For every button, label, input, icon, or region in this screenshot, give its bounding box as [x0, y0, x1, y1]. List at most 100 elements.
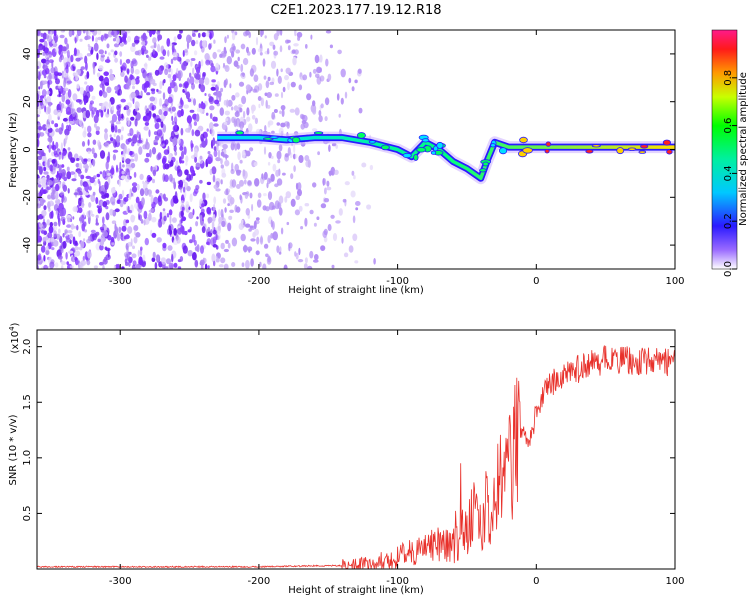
noise-blob: [85, 61, 88, 71]
noise-blob: [255, 37, 259, 46]
noise-blob: [54, 226, 58, 231]
noise-blob: [185, 58, 191, 63]
noise-blob: [98, 141, 102, 151]
noise-blob: [152, 37, 157, 44]
noise-blob: [206, 181, 212, 186]
noise-blob: [120, 134, 124, 141]
noise-blob: [266, 92, 273, 98]
noise-blob: [224, 36, 227, 44]
noise-blob: [169, 77, 172, 83]
noise-blob: [209, 122, 214, 130]
noise-blob: [324, 187, 327, 195]
noise-blob: [68, 30, 73, 38]
noise-blob: [270, 219, 273, 228]
noise-blob: [294, 30, 297, 37]
noise-blob: [195, 221, 199, 227]
noise-blob: [62, 240, 67, 249]
noise-blob: [130, 66, 134, 75]
noise-blob: [122, 164, 125, 168]
noise-blob: [161, 105, 166, 112]
noise-blob: [66, 261, 69, 265]
noise-blob: [194, 259, 199, 268]
signal-blob: [313, 131, 324, 135]
noise-blob: [138, 256, 143, 266]
signal-blob: [519, 136, 528, 144]
noise-blob: [65, 99, 71, 105]
noise-blob: [314, 54, 320, 64]
noise-blob: [82, 30, 86, 34]
noise-blob: [271, 155, 274, 159]
signal-blob: [269, 135, 279, 139]
noise-blob: [109, 73, 115, 81]
noise-blob: [249, 147, 254, 152]
noise-blob: [200, 84, 206, 93]
noise-blob: [231, 94, 236, 101]
snr-series-line: [37, 345, 675, 569]
noise-blob: [167, 245, 173, 251]
noise-blob: [213, 149, 218, 158]
noise-blob: [226, 99, 229, 108]
noise-blob: [116, 164, 118, 173]
noise-blob: [327, 73, 332, 82]
noise-blob: [222, 143, 228, 150]
x-tick-label: -300: [109, 576, 132, 587]
noise-blob: [277, 75, 282, 84]
noise-blob: [110, 236, 115, 243]
noise-blob: [116, 110, 121, 117]
noise-blob: [181, 206, 185, 211]
noise-blob: [64, 128, 70, 136]
noise-blob: [156, 153, 161, 161]
noise-blob: [286, 221, 290, 226]
noise-blob: [131, 182, 138, 187]
noise-blob: [210, 86, 216, 91]
noise-blob: [62, 150, 67, 157]
signal-blob: [585, 149, 594, 154]
noise-blob: [163, 215, 167, 222]
noise-blob: [329, 44, 333, 49]
noise-blob: [285, 67, 291, 75]
noise-blob: [68, 124, 72, 132]
noise-blob: [244, 194, 248, 199]
noise-blob: [141, 197, 145, 206]
noise-blob: [133, 236, 138, 244]
noise-blob: [199, 259, 205, 266]
noise-blob: [116, 232, 121, 242]
noise-blob: [223, 99, 227, 106]
noise-blob: [156, 129, 163, 137]
snr-panel: -300 -200 -100 0 100 0.5 1.0 1.5 2.0 Height of …: [8, 322, 685, 596]
noise-blob: [143, 63, 148, 67]
noise-blob: [110, 137, 114, 142]
noise-blob: [92, 191, 96, 196]
noise-blob: [48, 101, 52, 108]
noise-blob: [170, 130, 175, 140]
noise-blob: [172, 52, 178, 58]
noise-blob: [254, 228, 259, 236]
noise-blob: [145, 141, 150, 150]
noise-blob: [138, 212, 140, 221]
noise-blob: [134, 202, 140, 209]
noise-blob: [231, 179, 237, 188]
noise-blob: [80, 240, 85, 249]
noise-blob: [164, 139, 169, 145]
noise-blob: [96, 52, 99, 61]
noise-blob: [117, 88, 122, 96]
noise-blob: [267, 121, 271, 128]
noise-blob: [114, 85, 119, 91]
noise-blob: [249, 192, 253, 199]
noise-blob: [259, 261, 262, 267]
noise-blob: [244, 223, 251, 228]
noise-blob: [188, 212, 194, 219]
noise-blob: [235, 206, 241, 213]
noise-blob: [298, 84, 303, 91]
noise-blob: [61, 46, 67, 52]
noise-blob: [86, 53, 92, 57]
noise-blob: [52, 140, 55, 150]
colorbar-tick-label: 0.2: [723, 213, 734, 229]
noise-blob: [173, 228, 177, 236]
noise-blob: [206, 128, 209, 132]
noise-blob: [95, 130, 100, 136]
noise-blob: [169, 173, 173, 182]
noise-blob: [169, 42, 173, 47]
noise-blob: [89, 162, 92, 169]
noise-blob: [180, 187, 183, 194]
